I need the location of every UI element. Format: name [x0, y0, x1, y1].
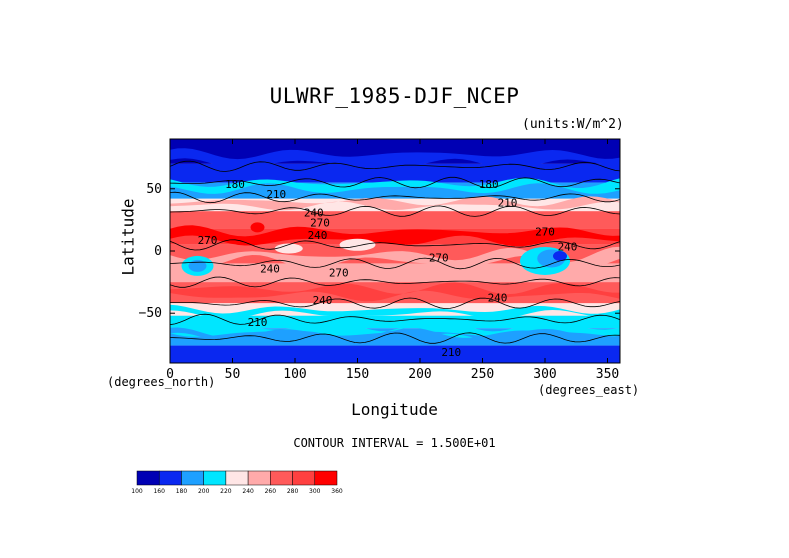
y-ticks: 50 0 −50: [139, 182, 620, 321]
colorbar-label: 180: [176, 488, 188, 495]
x-tick-label: 0: [166, 367, 174, 382]
contour-label: 270: [310, 217, 330, 230]
contour-line-1: [170, 176, 620, 189]
field-band-10: [170, 315, 620, 329]
colorbar-swatch: [181, 470, 204, 486]
colorbar-label: 160: [153, 488, 165, 495]
contour-line-0: [170, 160, 620, 172]
contour-label: 210: [266, 188, 286, 201]
patch-south-red: [170, 282, 620, 302]
colorbar-swatch: [136, 470, 160, 486]
x-unit-label: (degrees_east): [538, 383, 640, 397]
x-tick-label: 250: [471, 367, 494, 382]
contour-line-7: [170, 297, 620, 310]
colorbar-label: 100: [131, 488, 143, 495]
contour-line-3: [170, 205, 620, 217]
field-band-7: [170, 263, 620, 283]
y-unit-label: (degrees_north): [107, 375, 216, 389]
contour-label: 180: [479, 178, 499, 191]
contour-line-8: [170, 313, 620, 326]
contour-line-5: [170, 257, 620, 270]
x-tick-label: 50: [225, 367, 241, 382]
colorbar-swatch: [203, 470, 227, 486]
colorbar-swatch: [158, 470, 182, 486]
contour-line-4: [170, 239, 620, 251]
contour-label: 270: [329, 266, 349, 279]
contour-label: 270: [198, 234, 218, 247]
blob-sahara-red: [250, 222, 265, 233]
colorbar-swatch: [225, 470, 249, 486]
contour-label: 240: [260, 263, 280, 276]
contour-label: 180: [225, 178, 245, 191]
patch-north-cyan: [170, 177, 620, 194]
field-band-4: [170, 211, 620, 229]
contour-line-6: [170, 276, 620, 288]
y-tick-label: 0: [154, 244, 162, 259]
blob-indo-white: [274, 243, 303, 254]
contour-label: 270: [535, 225, 555, 238]
colorbar-swatch: [292, 470, 316, 486]
patch-eq-pink: [170, 246, 620, 270]
chart-title: ULWRF_1985-DJF_NCEP: [269, 84, 520, 108]
contour-line-9: [170, 332, 620, 344]
contour-label: 240: [558, 240, 578, 253]
blob-sa-darkblue: [553, 250, 567, 261]
colorbar-label: 300: [309, 488, 321, 495]
patch-north-pink: [170, 196, 620, 211]
colorbar-label: 200: [198, 488, 210, 495]
contour-layer: [170, 160, 620, 344]
contour-label: 210: [441, 346, 461, 359]
colorbar-label: 220: [220, 488, 232, 495]
x-axis-label: Longitude: [351, 400, 438, 419]
contour-interval: CONTOUR INTERVAL = 1.500E+01: [293, 436, 496, 450]
contour-label: 240: [313, 294, 333, 307]
patch-south-blue: [170, 327, 620, 344]
patch-south-cyan: [170, 304, 620, 319]
contour-label: 270: [429, 251, 449, 264]
patch-tropic-red: [170, 225, 620, 247]
contour-label: 240: [304, 207, 324, 220]
colorbar-swatch: [247, 470, 271, 486]
x-tick-label: 100: [283, 367, 306, 382]
contour-label: 240: [488, 291, 508, 304]
colorbar-label: 240: [242, 488, 254, 495]
y-tick-label: 50: [146, 182, 162, 197]
contour-label: 210: [248, 316, 268, 329]
patch-south-cyan2: [170, 319, 620, 338]
colorbar-label: 360: [331, 488, 343, 495]
field-band-8: [170, 282, 620, 304]
y-tick-label: −50: [139, 306, 162, 321]
units-label: (units:W/m^2): [522, 117, 624, 132]
contour-label: 240: [308, 229, 328, 242]
x-ticks: 0 50 100 150 200 250 300 350: [166, 139, 619, 382]
contour-label: 210: [498, 197, 518, 210]
x-tick-label: 150: [346, 367, 369, 382]
field-band-12: [170, 345, 620, 363]
contour-line-2: [170, 191, 620, 204]
colorbar: 100 160 180 200 220 240 260 280 300 360: [131, 470, 343, 495]
field-layer: [170, 139, 620, 363]
colorbar-label: 260: [265, 488, 277, 495]
blob-pacific-white: [339, 238, 376, 251]
x-tick-label: 200: [408, 367, 431, 382]
colorbar-label: 280: [287, 488, 299, 495]
colorbar-swatch: [270, 470, 293, 486]
x-tick-label: 300: [533, 367, 556, 382]
blob-africa-blue: [188, 259, 207, 272]
y-axis-label: Latitude: [118, 198, 138, 276]
colorbar-swatch: [314, 470, 338, 486]
x-tick-label: 350: [596, 367, 619, 382]
